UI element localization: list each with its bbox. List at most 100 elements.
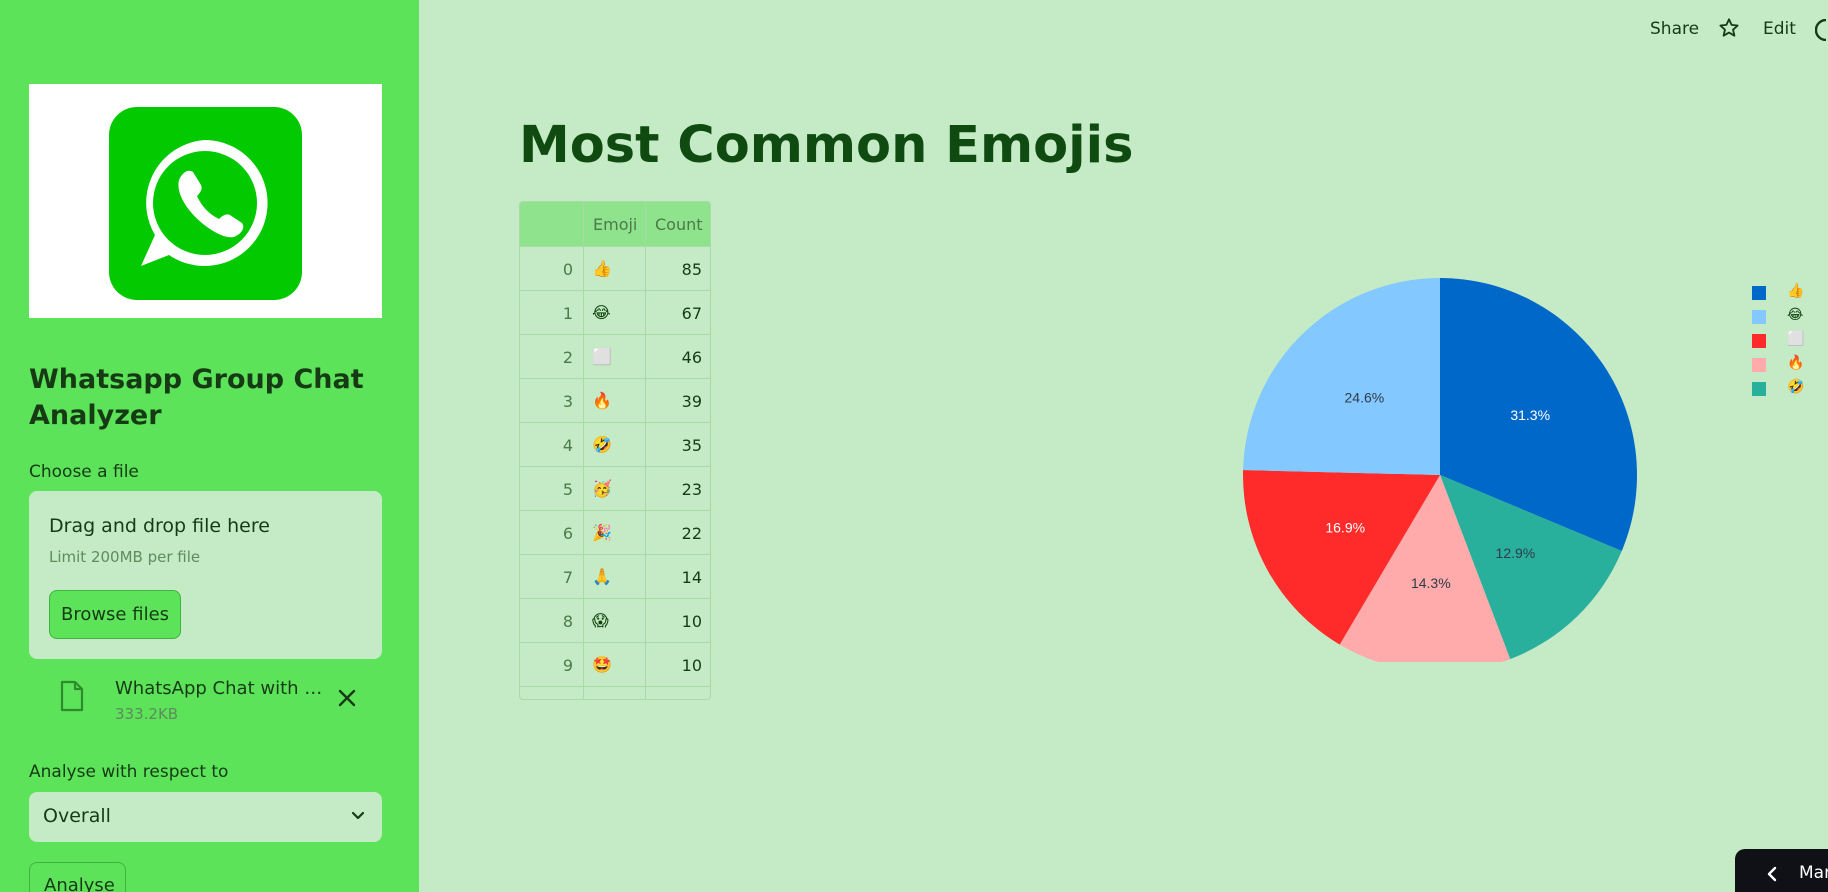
uploaded-file: WhatsApp Chat with Me... 333.2KB (29, 670, 382, 730)
github-icon[interactable] (1814, 18, 1828, 46)
legend-swatch (1752, 310, 1766, 324)
star-icon[interactable] (1718, 17, 1740, 44)
count-cell: 46 (681, 348, 702, 367)
row-index: 9 (562, 656, 573, 675)
file-name: WhatsApp Chat with Me... (115, 678, 335, 699)
legend-swatch (1752, 286, 1766, 300)
row-index: 2 (562, 348, 573, 367)
table-row[interactable]: 1 😂 67 (520, 291, 710, 335)
dropzone-title: Drag and drop file here (49, 515, 270, 537)
top-header: Share Edit (419, 0, 1828, 60)
row-index: 1 (562, 304, 573, 323)
emoji-cell: 👍 (592, 259, 612, 278)
legend-swatch (1752, 334, 1766, 348)
emoji-table[interactable]: Emoji Count 0 👍 85 1 😂 67 2 ⬜ 46 3 🔥 39 4 🤣 35 5 🥳 23 6 🎉 22… (519, 201, 711, 700)
whatsapp-icon (109, 107, 302, 300)
slice-label: 31.3% (1510, 407, 1550, 423)
table-row[interactable]: 5 🥳 23 (520, 467, 710, 511)
emoji-cell: 🤩 (592, 655, 612, 674)
emoji-cell: 🥳 (592, 479, 612, 498)
analyse-select[interactable]: Overall (29, 792, 382, 842)
emoji-cell: 🎉 (592, 523, 612, 542)
legend-swatch (1752, 382, 1766, 396)
slice-label: 12.9% (1496, 545, 1536, 561)
legend-label: 🔥 (1787, 355, 1805, 371)
count-cell: 14 (681, 568, 702, 587)
select-value: Overall (43, 805, 111, 827)
column-divider (645, 202, 646, 699)
legend-swatch (1752, 358, 1766, 372)
sidebar: Whatsapp Group Chat Analyzer Choose a fi… (0, 0, 419, 892)
legend-label: ⬜ (1787, 331, 1805, 347)
count-cell: 10 (681, 656, 702, 675)
row-index: 0 (562, 260, 573, 279)
file-label: Choose a file (29, 462, 139, 482)
row-index: 6 (562, 524, 573, 543)
pie-slice[interactable] (1339, 475, 1511, 662)
file-dropzone[interactable]: Drag and drop file here Limit 200MB per … (29, 491, 382, 659)
legend-label: 👍 (1787, 283, 1805, 299)
count-cell: 67 (681, 304, 702, 323)
pie-slice[interactable] (1243, 278, 1440, 475)
count-cell: 22 (681, 524, 702, 543)
pie-slice[interactable] (1440, 475, 1622, 660)
table-row[interactable]: 9 🤩 10 (520, 643, 710, 687)
count-cell: 39 (681, 392, 702, 411)
table-row[interactable]: 4 🤣 35 (520, 423, 710, 467)
chevron-down-icon (350, 808, 366, 828)
emoji-pie-chart[interactable]: 31.3% 12.9% 14.3% 16.9% 24.6% (1240, 262, 1640, 662)
manage-app-toast[interactable]: Mar (1735, 849, 1828, 892)
browse-files-button[interactable]: Browse files (49, 590, 181, 639)
pie-slice[interactable] (1243, 470, 1440, 645)
count-cell: 10 (681, 612, 702, 631)
analyse-label: Analyse with respect to (29, 762, 229, 782)
analyse-button[interactable]: Analyse (29, 862, 126, 892)
table-row[interactable]: 3 🔥 39 (520, 379, 710, 423)
legend-item[interactable]: 👍 (1745, 283, 1825, 301)
share-button[interactable]: Share (1650, 19, 1700, 39)
row-index: 3 (562, 392, 573, 411)
table-header: Emoji Count (520, 202, 710, 247)
table-row[interactable]: 8 😱 10 (520, 599, 710, 643)
chevron-left-icon (1765, 865, 1779, 887)
row-index: 5 (562, 480, 573, 499)
legend-label: 🤣 (1787, 379, 1805, 395)
count-cell: 23 (681, 480, 702, 499)
legend-label: 😂 (1787, 307, 1804, 323)
pie-slice[interactable] (1440, 278, 1637, 551)
emoji-cell: 😱 (592, 611, 609, 630)
legend-item[interactable]: 🤣 (1745, 379, 1825, 397)
app-title: Whatsapp Group Chat Analyzer (29, 364, 364, 431)
column-header-emoji[interactable]: Emoji (593, 215, 638, 234)
count-cell: 35 (681, 436, 702, 455)
count-cell: 85 (681, 260, 702, 279)
file-icon (59, 680, 85, 716)
legend-item[interactable]: 🔥 (1745, 355, 1825, 373)
row-index: 8 (562, 612, 573, 631)
slice-label: 24.6% (1345, 389, 1385, 405)
dropzone-limit: Limit 200MB per file (49, 548, 201, 566)
emoji-cell: 😂 (592, 303, 611, 322)
file-size: 333.2KB (115, 705, 179, 723)
emoji-cell: 🔥 (592, 391, 612, 410)
slice-label: 14.3% (1411, 575, 1451, 591)
row-index: 7 (562, 568, 573, 587)
edit-button[interactable]: Edit (1763, 19, 1796, 39)
legend-item[interactable]: 😂 (1745, 307, 1825, 325)
table-row[interactable]: 7 🙏 14 (520, 555, 710, 599)
remove-file-icon[interactable] (337, 688, 357, 712)
legend-item[interactable]: ⬜ (1745, 331, 1825, 349)
whatsapp-logo-image (29, 84, 382, 318)
page-title: Most Common Emojis (519, 116, 1134, 175)
slice-label: 16.9% (1325, 519, 1365, 535)
column-header-count[interactable]: Count (655, 215, 703, 234)
emoji-cell: 🙏 (592, 567, 612, 586)
emoji-cell: ⬜ (592, 347, 612, 366)
row-index: 4 (562, 436, 573, 455)
column-divider (583, 202, 584, 699)
table-row[interactable]: 0 👍 85 (520, 247, 710, 291)
emoji-cell: 🤣 (592, 435, 612, 454)
table-row[interactable]: 2 ⬜ 46 (520, 335, 710, 379)
table-row[interactable]: 6 🎉 22 (520, 511, 710, 555)
toast-text: Mar (1799, 863, 1828, 883)
